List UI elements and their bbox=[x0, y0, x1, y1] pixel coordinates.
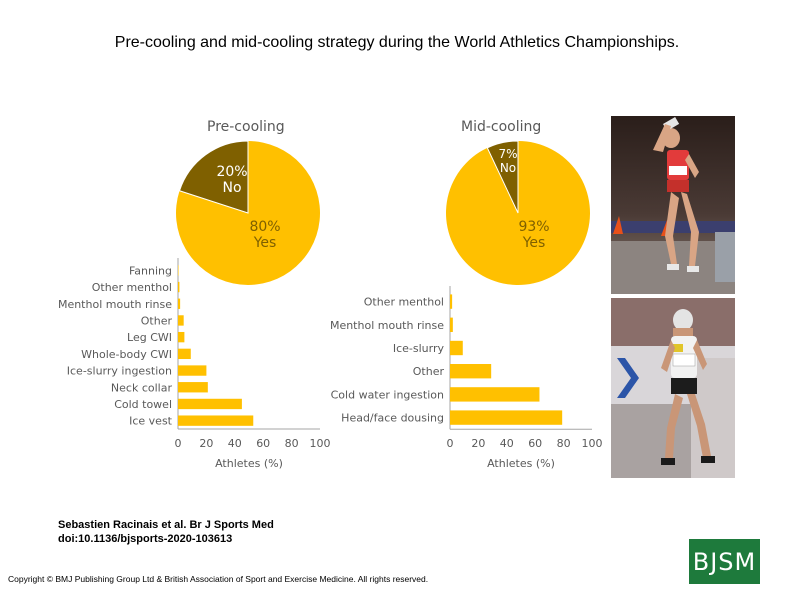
mid-cooling-bar bbox=[450, 410, 563, 425]
pre-cooling-category-label: Neck collar bbox=[111, 381, 173, 394]
mid-cooling-x-tick-label: 100 bbox=[582, 437, 603, 450]
mid-cooling-title: Mid-cooling bbox=[461, 119, 542, 135]
pre-cooling-x-tick-label: 0 bbox=[175, 437, 182, 450]
mid-cooling-bar-chart: Other menthol Menthol mouth rinse Ice-slur… bbox=[330, 286, 603, 470]
pre-cooling-bar bbox=[178, 365, 207, 376]
citation-doi: doi:10.1136/bjsports-2020-103613 bbox=[58, 533, 233, 545]
pre-cooling-category-label: Ice-slurry ingestion bbox=[67, 365, 172, 378]
pre-cooling-x-tick-label: 20 bbox=[199, 437, 213, 450]
mid-cooling-no-slice bbox=[486, 140, 519, 214]
pre-cooling-yes-percent: 80% bbox=[249, 219, 280, 235]
pre-cooling-x-tick-label: 40 bbox=[228, 437, 242, 450]
pre-cooling-bar bbox=[178, 265, 179, 276]
mid-cooling-category-label: Other bbox=[413, 365, 445, 378]
pre-cooling-category-label: Whole-body CWI bbox=[81, 348, 172, 361]
pre-cooling-bar bbox=[178, 315, 184, 326]
pre-cooling-category-label: Ice vest bbox=[129, 415, 173, 428]
pre-cooling-category-label: Leg CWI bbox=[127, 331, 172, 344]
mid-cooling-yes-percent: 93% bbox=[518, 219, 549, 235]
mid-cooling-x-tick-label: 20 bbox=[471, 437, 485, 450]
pre-cooling-category-label: Other bbox=[141, 314, 173, 327]
copyright-notice: Copyright © BMJ Publishing Group Ltd & B… bbox=[8, 574, 429, 584]
mid-cooling-category-label: Head/face dousing bbox=[341, 412, 444, 425]
pre-cooling-x-tick-label: 100 bbox=[310, 437, 331, 450]
mid-cooling-bar bbox=[450, 317, 453, 332]
athlete-photo-top bbox=[611, 116, 735, 294]
mid-cooling-category-label: Ice-slurry bbox=[393, 342, 445, 355]
pre-cooling-bar bbox=[178, 348, 191, 360]
pre-cooling-no-label: No bbox=[222, 180, 241, 196]
pre-cooling-no-slice bbox=[178, 140, 249, 214]
citation-authors: Sebastien Racinais et al. Br J Sports Me… bbox=[58, 519, 274, 531]
pre-cooling-x-tick-label: 60 bbox=[256, 437, 270, 450]
slide-title: Pre-cooling and mid-cooling strategy dur… bbox=[114, 34, 680, 51]
mid-cooling-x-tick-label: 80 bbox=[557, 437, 571, 450]
pre-cooling-bar bbox=[178, 281, 180, 293]
mid-cooling-bar bbox=[450, 340, 463, 356]
bjsm-logo: BJSM bbox=[689, 539, 760, 584]
pre-cooling-category-label: Cold towel bbox=[114, 398, 172, 411]
mid-cooling-category-label: Cold water ingestion bbox=[331, 388, 444, 401]
pre-cooling-category-label: Menthol mouth rinse bbox=[58, 298, 172, 311]
mid-cooling-pie-chart: 93%Yes 7%No bbox=[446, 140, 590, 285]
pre-cooling-bar bbox=[178, 382, 208, 393]
mid-cooling-x-tick-label: 0 bbox=[447, 437, 454, 450]
mid-cooling-yes-label: Yes bbox=[522, 235, 546, 251]
mid-cooling-category-label: Menthol mouth rinse bbox=[330, 319, 444, 332]
pre-cooling-yes-label: Yes bbox=[253, 235, 277, 251]
pre-cooling-bar bbox=[178, 415, 254, 426]
pre-cooling-pie-chart: 80%Yes 20%No bbox=[176, 140, 320, 285]
pre-cooling-bar bbox=[178, 331, 185, 343]
mid-cooling-category-label: Other menthol bbox=[364, 296, 444, 309]
citation: Sebastien Racinais et al. Br J Sports Me… bbox=[58, 518, 274, 546]
mid-cooling-bar bbox=[450, 387, 540, 402]
pre-cooling-bar-chart: Fanning Other menthol Menthol mouth rinse O… bbox=[58, 258, 331, 470]
mid-cooling-bar bbox=[450, 364, 492, 379]
pre-cooling-no-percent: 20% bbox=[216, 164, 247, 180]
mid-cooling-bar bbox=[450, 294, 453, 309]
mid-cooling-x-tick-label: 40 bbox=[500, 437, 514, 450]
mid-cooling-x-tick-label: 60 bbox=[528, 437, 542, 450]
pre-cooling-bar bbox=[178, 398, 242, 410]
mid-cooling-no-label: No bbox=[500, 161, 516, 175]
mid-cooling-no-percent: 7% bbox=[498, 147, 517, 161]
pre-cooling-category-label: Fanning bbox=[129, 264, 172, 277]
athlete-photo-bottom bbox=[611, 298, 735, 478]
pre-cooling-bar bbox=[178, 298, 181, 309]
pre-cooling-category-label: Other menthol bbox=[92, 281, 172, 294]
pre-cooling-x-axis-title: Athletes (%) bbox=[215, 457, 283, 470]
mid-cooling-x-axis-title: Athletes (%) bbox=[487, 457, 555, 470]
pre-cooling-title: Pre-cooling bbox=[207, 119, 285, 135]
pre-cooling-x-tick-label: 80 bbox=[285, 437, 299, 450]
